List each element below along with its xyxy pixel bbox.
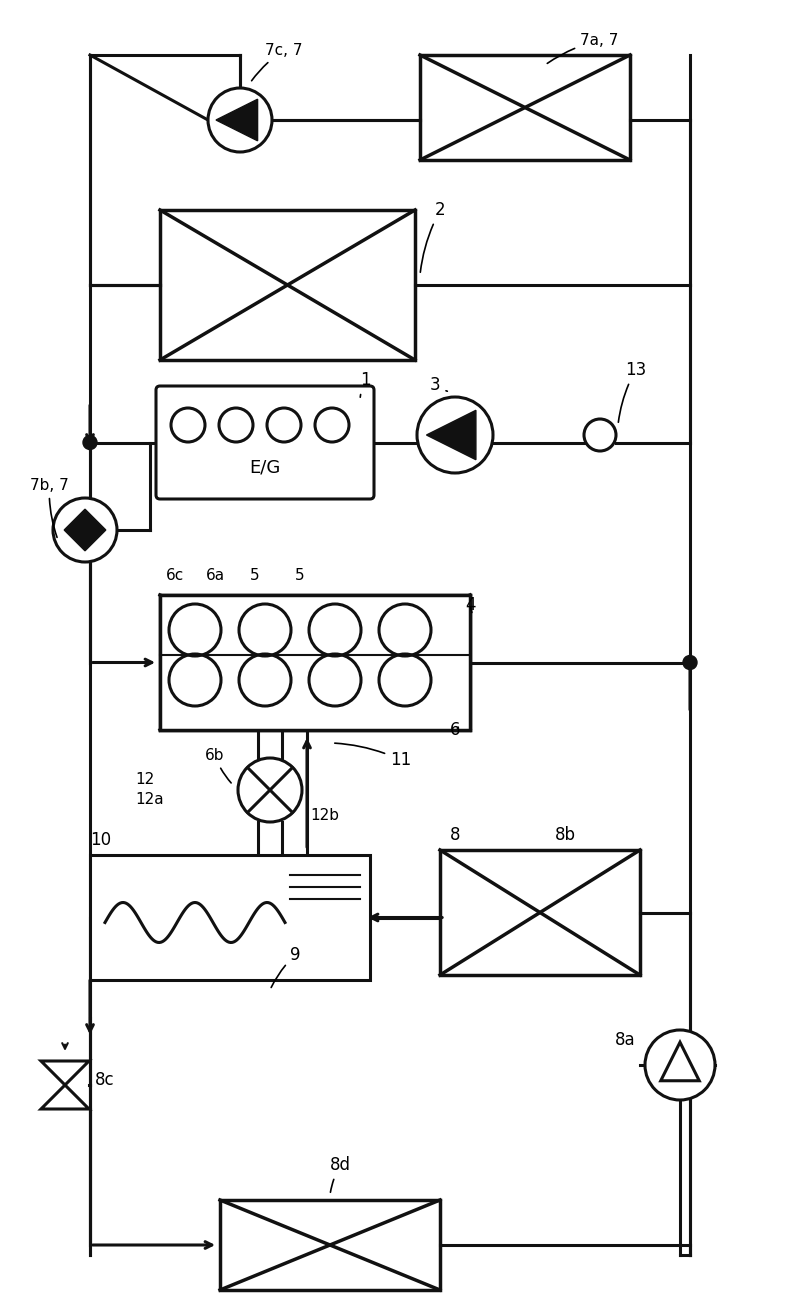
Circle shape	[83, 436, 97, 450]
Text: 3: 3	[430, 375, 447, 394]
Text: 12b: 12b	[310, 807, 339, 823]
Text: 8a: 8a	[615, 1031, 636, 1049]
Text: E/G: E/G	[250, 459, 281, 477]
Circle shape	[208, 88, 272, 152]
Bar	[160, 211, 415, 360]
Circle shape	[238, 759, 302, 821]
Bar	[90, 855, 370, 980]
Text: 9: 9	[271, 946, 301, 988]
Text: 12: 12	[135, 773, 154, 787]
Text: 6: 6	[450, 721, 461, 739]
Text: 6c: 6c	[166, 568, 184, 582]
Text: 7a, 7: 7a, 7	[547, 33, 618, 63]
Text: 7c, 7: 7c, 7	[252, 43, 302, 81]
Text: 6b: 6b	[205, 748, 231, 783]
Text: 8d: 8d	[330, 1156, 351, 1193]
Text: 8: 8	[450, 825, 461, 844]
FancyBboxPatch shape	[156, 386, 374, 498]
Text: 5: 5	[250, 568, 260, 582]
Circle shape	[53, 498, 117, 562]
Text: 11: 11	[334, 743, 411, 769]
Bar	[160, 595, 470, 730]
Bar	[220, 1199, 440, 1290]
Polygon shape	[64, 509, 106, 551]
Circle shape	[683, 655, 697, 670]
Text: 1: 1	[360, 371, 370, 398]
Circle shape	[645, 1029, 715, 1100]
Text: 10: 10	[90, 831, 111, 849]
Polygon shape	[426, 411, 476, 459]
Bar	[420, 55, 630, 160]
Circle shape	[417, 398, 493, 473]
Text: 8b: 8b	[555, 825, 576, 844]
Circle shape	[584, 419, 616, 451]
Text: 8c: 8c	[95, 1071, 114, 1090]
Bar	[440, 850, 640, 974]
Text: 13: 13	[618, 361, 646, 422]
Text: 7b, 7: 7b, 7	[30, 477, 69, 538]
Text: 2: 2	[420, 201, 446, 272]
Text: 4: 4	[465, 596, 475, 613]
Bar	[160, 595, 470, 730]
Text: 12a: 12a	[135, 793, 164, 807]
Text: 5: 5	[295, 568, 305, 582]
Polygon shape	[216, 99, 258, 141]
Text: 6a: 6a	[206, 568, 225, 582]
